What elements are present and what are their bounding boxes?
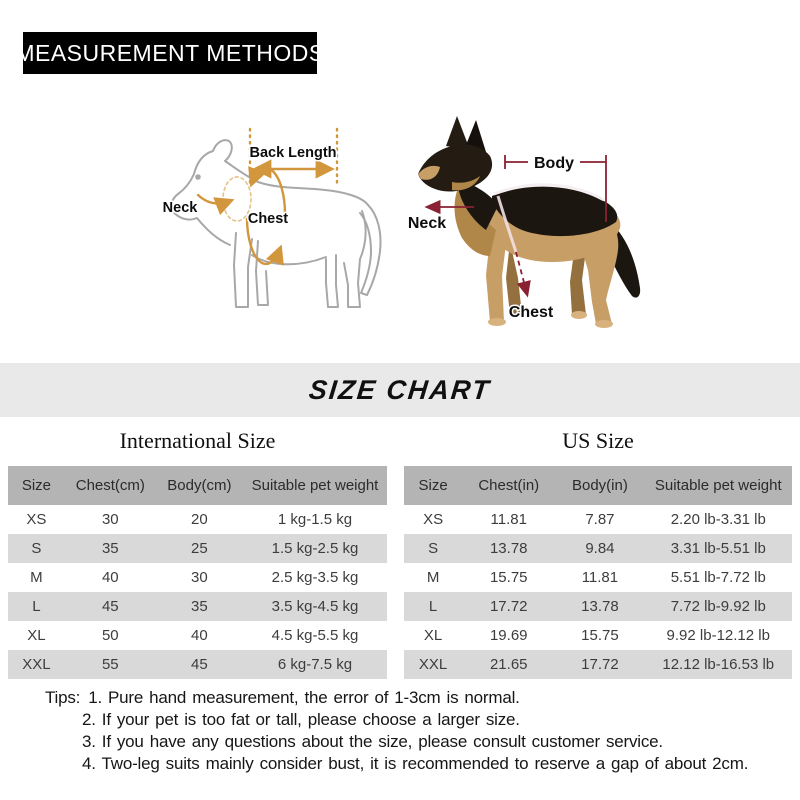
table-cell: 35	[101, 540, 119, 557]
table-cell: 45	[101, 598, 119, 615]
table-cell: L	[32, 598, 41, 615]
tip-line: Tips: 1. Pure hand measurement, the error…	[45, 687, 775, 709]
back-length-label: Back Length	[249, 145, 336, 161]
table-row: XL 19.69 15.75 9.92 lb-12.12 lb	[404, 621, 792, 650]
table-row: XXL 55 45 6 kg-7.5 kg	[8, 650, 387, 679]
column-header: Suitable pet weight	[242, 466, 387, 505]
table-cell: XXL	[22, 656, 51, 673]
table-cell: L	[428, 598, 438, 615]
table-cell: 12.12 lb-16.53 lb	[662, 656, 775, 673]
us-size-title: US Size	[562, 428, 634, 453]
tip-item: 1. Pure hand measurement, the error of 1…	[88, 688, 520, 707]
table-row: S 35 25 1.5 kg-2.5 kg	[8, 534, 387, 563]
table-cell: 21.65	[489, 656, 528, 673]
line-dog-outline	[170, 139, 382, 308]
body-label: Body	[534, 155, 574, 172]
table-row: XS 30 20 1 kg-1.5 kg	[8, 505, 387, 534]
table-cell: 1.5 kg-2.5 kg	[271, 540, 359, 557]
table-cell: XL	[423, 627, 443, 644]
table-row: XL 50 40 4.5 kg-5.5 kg	[8, 621, 387, 650]
table-cell: 4.5 kg-5.5 kg	[271, 627, 359, 644]
table-cell: 45	[191, 656, 208, 673]
photo-dog-diagram: Body Neck Chest	[406, 116, 641, 328]
table-row: XS 11.81 7.87 2.20 lb-3.31 lb	[404, 505, 792, 534]
chest-label: Chest	[509, 304, 554, 321]
table-cell: 25	[191, 540, 208, 557]
table-cell: 50	[101, 627, 119, 644]
table-cell: 11.81	[581, 569, 619, 586]
banner-title: MEASUREMENT METHODS	[15, 39, 325, 66]
chest-label: Chest	[248, 211, 288, 227]
international-size-table: Size Chest(cm) Body(cm) Suitable pet wei…	[8, 466, 387, 679]
table-cell: 40	[101, 569, 119, 586]
table-cell: XL	[27, 627, 46, 644]
table-row: M 40 30 2.5 kg-3.5 kg	[8, 563, 387, 592]
table-cell: 6 kg-7.5 kg	[277, 656, 353, 673]
table-row: S 13.78 9.84 3.31 lb-5.51 lb	[404, 534, 792, 563]
table-cell: 2.20 lb-3.31 lb	[670, 511, 766, 528]
table-cell: 3.5 kg-4.5 kg	[271, 598, 359, 615]
table-cell: 35	[191, 598, 208, 615]
table-row: M 15.75 11.81 5.51 lb-7.72 lb	[404, 563, 792, 592]
table-cell: 17.72	[489, 598, 528, 615]
column-header: Body(in)	[555, 466, 645, 505]
line-dog-measure-arrows	[196, 127, 339, 266]
table-cell: 7.72 lb-9.92 lb	[670, 598, 766, 615]
table-cell: 3.31 lb-5.51 lb	[670, 540, 766, 557]
table-cell: 55	[101, 656, 119, 673]
table-row: L 17.72 13.78 7.72 lb-9.92 lb	[404, 592, 792, 621]
table-cell: 13.78	[581, 598, 619, 615]
neck-label: Neck	[163, 200, 199, 216]
column-header: Chest(in)	[462, 466, 556, 505]
column-header: Chest(cm)	[64, 466, 156, 505]
table-cell: 7.87	[585, 511, 615, 528]
table-cell: XS	[423, 511, 444, 528]
table-header-row: Size Chest(cm) Body(cm) Suitable pet wei…	[8, 466, 387, 505]
tip-item: 3. If you have any questions about the s…	[82, 732, 663, 751]
us-size-table: Size Chest(in) Body(in) Suitable pet wei…	[404, 466, 792, 679]
size-chart-title: SIZE CHART	[307, 374, 493, 405]
size-chart-band: SIZE CHART	[0, 363, 800, 417]
column-header: Body(cm)	[155, 466, 243, 505]
table-cell: M	[30, 569, 43, 586]
table-cell: 1 kg-1.5 kg	[277, 511, 353, 528]
table-cell: XXL	[418, 656, 448, 673]
table-cell: 13.78	[489, 540, 528, 557]
neck-label: Neck	[408, 215, 446, 232]
tip-item: 4. Two-leg suits mainly consider bust, i…	[82, 754, 749, 773]
tips-section: Tips: 1. Pure hand measurement, the error…	[45, 687, 775, 775]
body-label-bg	[528, 150, 580, 172]
tip-item: 2. If your pet is too fat or tall, pleas…	[82, 710, 520, 729]
table-cell: 15.75	[489, 569, 528, 586]
table-row: XXL 21.65 17.72 12.12 lb-16.53 lb	[404, 650, 792, 679]
table-cell: 11.81	[490, 511, 527, 528]
shepherd-dog-image	[418, 116, 641, 328]
tips-label: Tips:	[45, 688, 81, 707]
table-cell: 9.84	[585, 540, 615, 557]
table-cell: S	[428, 540, 439, 557]
table-cell: 19.69	[489, 627, 528, 644]
table-cell: 15.75	[581, 627, 619, 644]
table-cell: 20	[191, 511, 208, 528]
column-header: Size	[404, 466, 463, 505]
table-header-row: Size Chest(in) Body(in) Suitable pet wei…	[404, 466, 792, 505]
table-cell: 17.72	[581, 656, 619, 673]
table-cell: 5.51 lb-7.72 lb	[670, 569, 766, 586]
column-header: Suitable pet weight	[644, 466, 792, 505]
table-cell: M	[426, 569, 440, 586]
international-size-title: International Size	[119, 428, 276, 453]
table-cell: 30	[101, 511, 119, 528]
table-cell: S	[31, 540, 42, 557]
line-dog-diagram: Back Length Neck Chest	[161, 127, 382, 308]
table-cell: 2.5 kg-3.5 kg	[271, 569, 359, 586]
banner: MEASUREMENT METHODS	[15, 32, 324, 74]
table-cell: XS	[26, 511, 47, 528]
column-header: Size	[8, 466, 65, 505]
table-cell: 30	[191, 569, 208, 586]
table-cell: 9.92 lb-12.12 lb	[666, 627, 770, 644]
table-row: L 45 35 3.5 kg-4.5 kg	[8, 592, 387, 621]
table-cell: 40	[191, 627, 208, 644]
